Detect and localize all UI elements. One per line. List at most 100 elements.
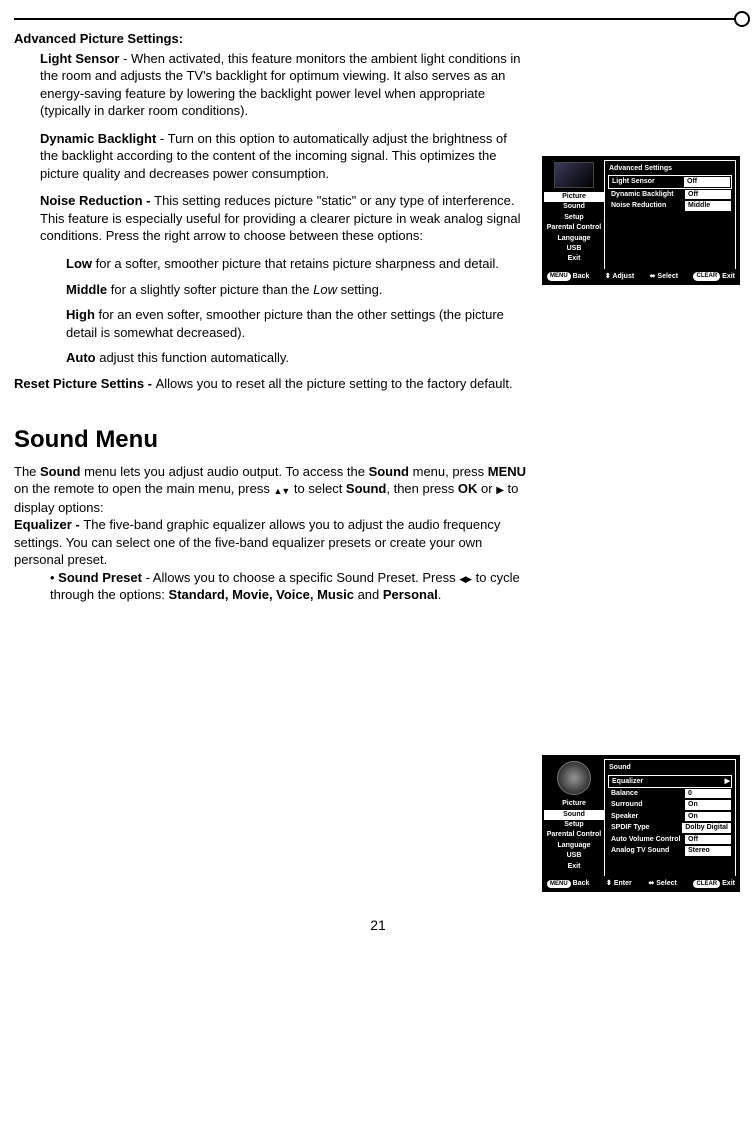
nr-middle-italic: Low (313, 282, 337, 297)
sound-osd: PictureSoundSetupParental ControlLanguag… (542, 755, 740, 892)
reset-label: Reset Picture Settins - (14, 376, 156, 391)
t: menu, press (409, 464, 488, 479)
osd-row-label: Light Sensor (610, 177, 682, 186)
nr-low: Low for a softer, smoother picture that … (66, 255, 528, 273)
osd-column: PictureSoundSetupParental ControlLanguag… (542, 30, 742, 892)
osd-row-value: Off (685, 190, 731, 199)
osd-row[interactable]: Light SensorOff (609, 176, 731, 187)
nr-auto-label: Auto (66, 350, 96, 365)
osd-row[interactable]: Equalizer▶ (609, 776, 731, 787)
sound-preset: • Sound Preset - Allows you to choose a … (50, 569, 528, 604)
t: on the remote to open the main menu, pre… (14, 481, 273, 496)
osd-menu-item[interactable]: Setup (544, 820, 604, 830)
osd-footer: MENU Back⬍ Enter⬌ SelectCLEAR Exit (544, 876, 738, 890)
osd-row-label: Analog TV Sound (609, 846, 683, 855)
osd-menu-item[interactable]: Picture (544, 799, 604, 809)
nr-low-label: Low (66, 256, 92, 271)
reset-para: Reset Picture Settins - Allows you to re… (14, 375, 528, 393)
osd-menu-item[interactable]: USB (544, 851, 604, 861)
t: , then press (386, 481, 458, 496)
osd-menu-item[interactable]: Picture (544, 192, 604, 202)
noise-reduction-para: Noise Reduction - This setting reduces p… (40, 192, 528, 245)
osd-menu-item[interactable]: Sound (544, 810, 604, 820)
osd-row[interactable]: Noise ReductionMiddle (609, 201, 731, 210)
osd-main: SoundEqualizer▶Balance0SurroundOnSpeaker… (604, 759, 736, 876)
nr-middle-label: Middle (66, 282, 107, 297)
osd-row-value: Off (685, 835, 731, 844)
osd-menu-item[interactable]: Parental Control (544, 830, 604, 840)
osd-row-value: Stereo (685, 846, 731, 855)
speaker-icon (557, 761, 591, 795)
menu-pill: MENU (547, 272, 571, 280)
osd-menu-item[interactable]: Sound (544, 202, 604, 212)
advanced-heading: Advanced Picture Settings: (14, 30, 528, 48)
dynamic-backlight-label: Dynamic Backlight (40, 131, 156, 146)
t: The (14, 464, 40, 479)
dynamic-backlight-para: Dynamic Backlight - Turn on this option … (40, 130, 528, 183)
osd-row-label: Dynamic Backlight (609, 190, 683, 199)
osd-row-value: 0 (685, 789, 731, 798)
t: . (438, 587, 442, 602)
noise-reduction-label: Noise Reduction - (40, 193, 154, 208)
osd-title: Sound (609, 763, 731, 772)
osd-menu-item[interactable]: Setup (544, 213, 604, 223)
equalizer-text: The five-band graphic equalizer allows y… (14, 517, 500, 567)
osd-menu-item[interactable]: Language (544, 234, 604, 244)
osd-row[interactable]: Analog TV SoundStereo (609, 846, 731, 855)
t: and (354, 587, 383, 602)
corner-circle-icon (734, 11, 750, 27)
left-right-arrow-icon (459, 570, 472, 585)
t: or (477, 481, 496, 496)
osd-row-value: On (685, 800, 731, 809)
page-number: 21 (0, 892, 756, 949)
top-rule (14, 18, 742, 20)
osd-menu-item[interactable]: Parental Control (544, 223, 604, 233)
t: MENU (488, 464, 526, 479)
osd-main: Advanced SettingsLight SensorOffDynamic … (604, 160, 736, 269)
spacer (542, 285, 742, 755)
osd-row-label: Auto Volume Control (609, 835, 683, 844)
spacer (542, 30, 742, 156)
sound-menu-heading: Sound Menu (14, 424, 528, 456)
t: Sound (369, 464, 409, 479)
osd-row[interactable]: Balance0 (609, 789, 731, 798)
chevron-right-icon: ▶ (725, 777, 730, 786)
sound-preset-label: Sound Preset (58, 570, 142, 585)
osd-title: Advanced Settings (609, 164, 731, 173)
t: to select (290, 481, 346, 496)
osd-menu-item[interactable]: Exit (544, 862, 604, 872)
reset-text: Allows you to reset all the picture sett… (156, 376, 513, 391)
nr-auto-text: adjust this function automatically. (96, 350, 289, 365)
osd-row[interactable]: SPDIF TypeDolby Digital (609, 823, 731, 832)
nr-auto: Auto adjust this function automatically. (66, 349, 528, 367)
osd-row[interactable]: Auto Volume ControlOff (609, 835, 731, 844)
clear-pill: CLEAR (693, 880, 720, 888)
equalizer-para: Equalizer - The five-band graphic equali… (14, 516, 528, 569)
nr-high: High for an even softer, smoother pictur… (66, 306, 528, 341)
osd-menu-item[interactable]: Language (544, 841, 604, 851)
osd-row[interactable]: SurroundOn (609, 800, 731, 809)
osd-row[interactable]: SpeakerOn (609, 812, 731, 821)
t: OK (458, 481, 478, 496)
osd-row-value: Middle (685, 201, 731, 210)
osd-menu-item[interactable]: Exit (544, 254, 604, 264)
osd-row-value: On (685, 812, 731, 821)
t: Sound (346, 481, 386, 496)
nr-high-label: High (66, 307, 95, 322)
text-column: Advanced Picture Settings: Light Sensor … (14, 30, 528, 892)
t: Sound (40, 464, 80, 479)
page-content: Advanced Picture Settings: Light Sensor … (0, 20, 756, 892)
osd-row-label: Surround (609, 800, 683, 809)
right-arrow-icon (496, 481, 504, 496)
osd-row[interactable]: Dynamic BacklightOff (609, 190, 731, 199)
light-sensor-para: Light Sensor - When activated, this feat… (40, 50, 528, 120)
osd-sidebar: PictureSoundSetupParental ControlLanguag… (544, 158, 604, 269)
equalizer-label: Equalizer - (14, 517, 83, 532)
nr-middle-text: for a slightly softer picture than the (107, 282, 313, 297)
clear-pill: CLEAR (693, 272, 720, 280)
t: Standard, Movie, Voice, Music (169, 587, 354, 602)
t: menu lets you adjust audio output. To ac… (80, 464, 368, 479)
osd-row-value: Off (684, 177, 730, 186)
osd-menu-item[interactable]: USB (544, 244, 604, 254)
osd-row-label: SPDIF Type (609, 823, 680, 832)
